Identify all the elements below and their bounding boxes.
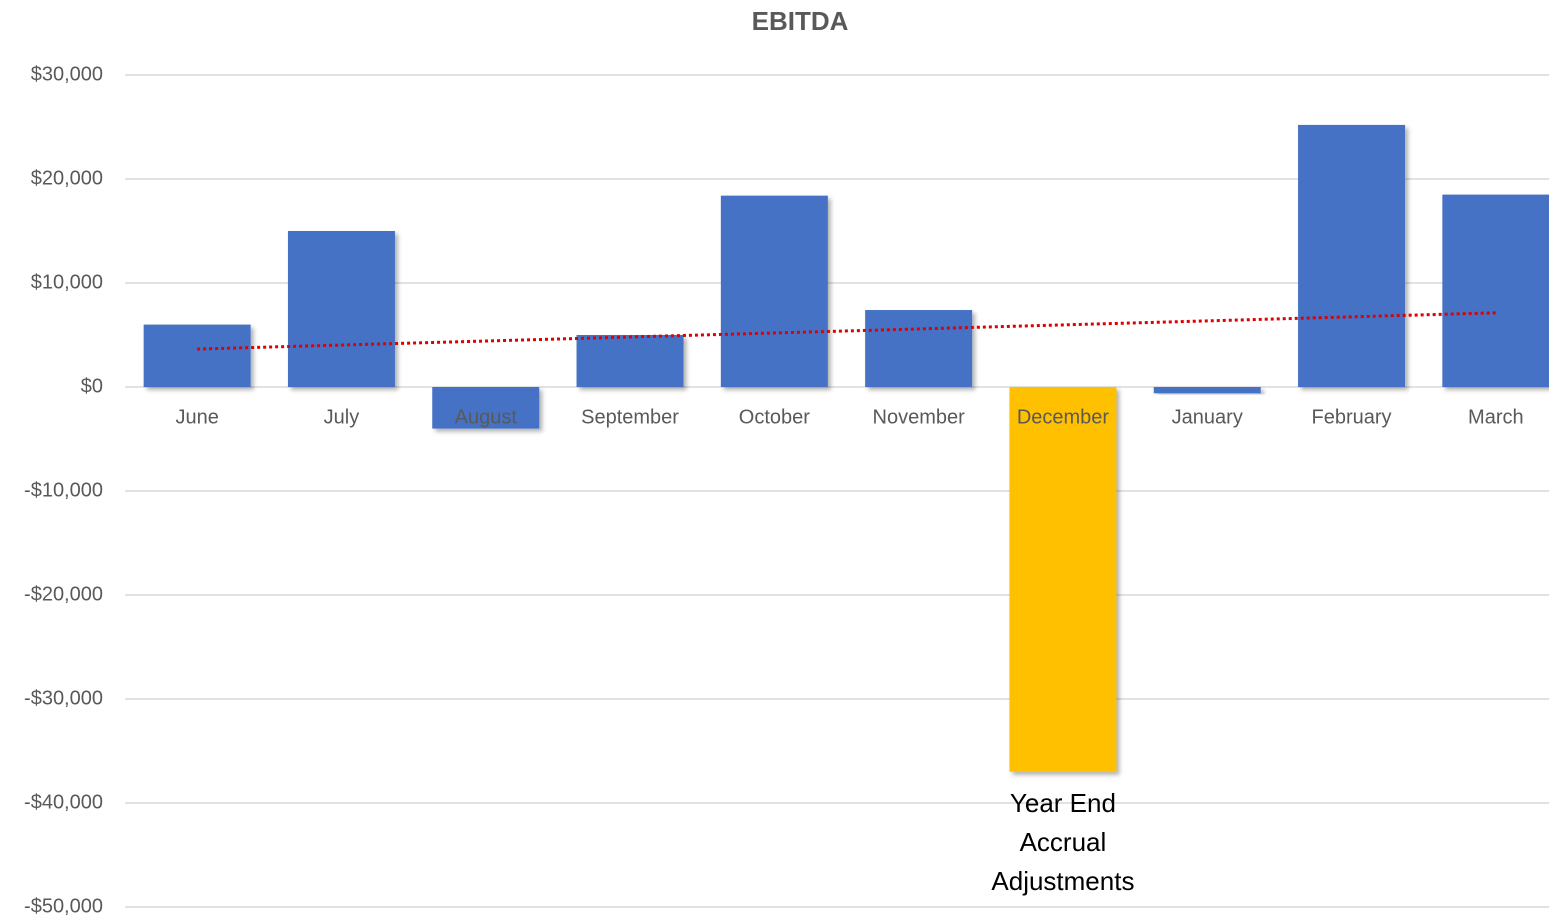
y-tick-label: -$30,000: [24, 687, 103, 709]
y-tick-label: $0: [81, 375, 103, 397]
bar: [576, 335, 684, 387]
bar: [432, 387, 540, 429]
x-tick-label: June: [175, 406, 218, 428]
x-tick-label: October: [739, 406, 810, 428]
y-tick-label: -$40,000: [24, 791, 103, 813]
bar: [143, 324, 251, 387]
trendline: [197, 311, 1496, 351]
x-tick-label: January: [1172, 406, 1243, 428]
y-tick-label: $10,000: [31, 271, 103, 293]
x-tick-label: December: [1017, 406, 1110, 428]
y-tick-label: -$20,000: [24, 583, 103, 605]
x-tick-label: September: [581, 406, 679, 428]
bar: [287, 231, 395, 387]
x-tick-label: July: [324, 406, 360, 428]
bar: [1442, 194, 1549, 387]
y-tick-label: -$50,000: [24, 895, 103, 917]
bar: [1298, 124, 1406, 388]
x-tick-label: February: [1312, 406, 1392, 428]
bar: [1153, 387, 1261, 394]
y-tick-label: $20,000: [31, 167, 103, 189]
y-tick-label: -$10,000: [24, 479, 103, 501]
y-tick-label: $30,000: [31, 63, 103, 85]
chart-title: EBITDA: [752, 6, 849, 36]
x-tick-label: November: [873, 406, 966, 428]
x-tick-label: March: [1468, 406, 1524, 428]
annotation: Year End Accrual Adjustments: [991, 787, 1135, 896]
bar: [865, 310, 973, 387]
bar: [1009, 387, 1117, 772]
x-tick-label: August: [455, 406, 518, 428]
bar: [720, 195, 828, 387]
